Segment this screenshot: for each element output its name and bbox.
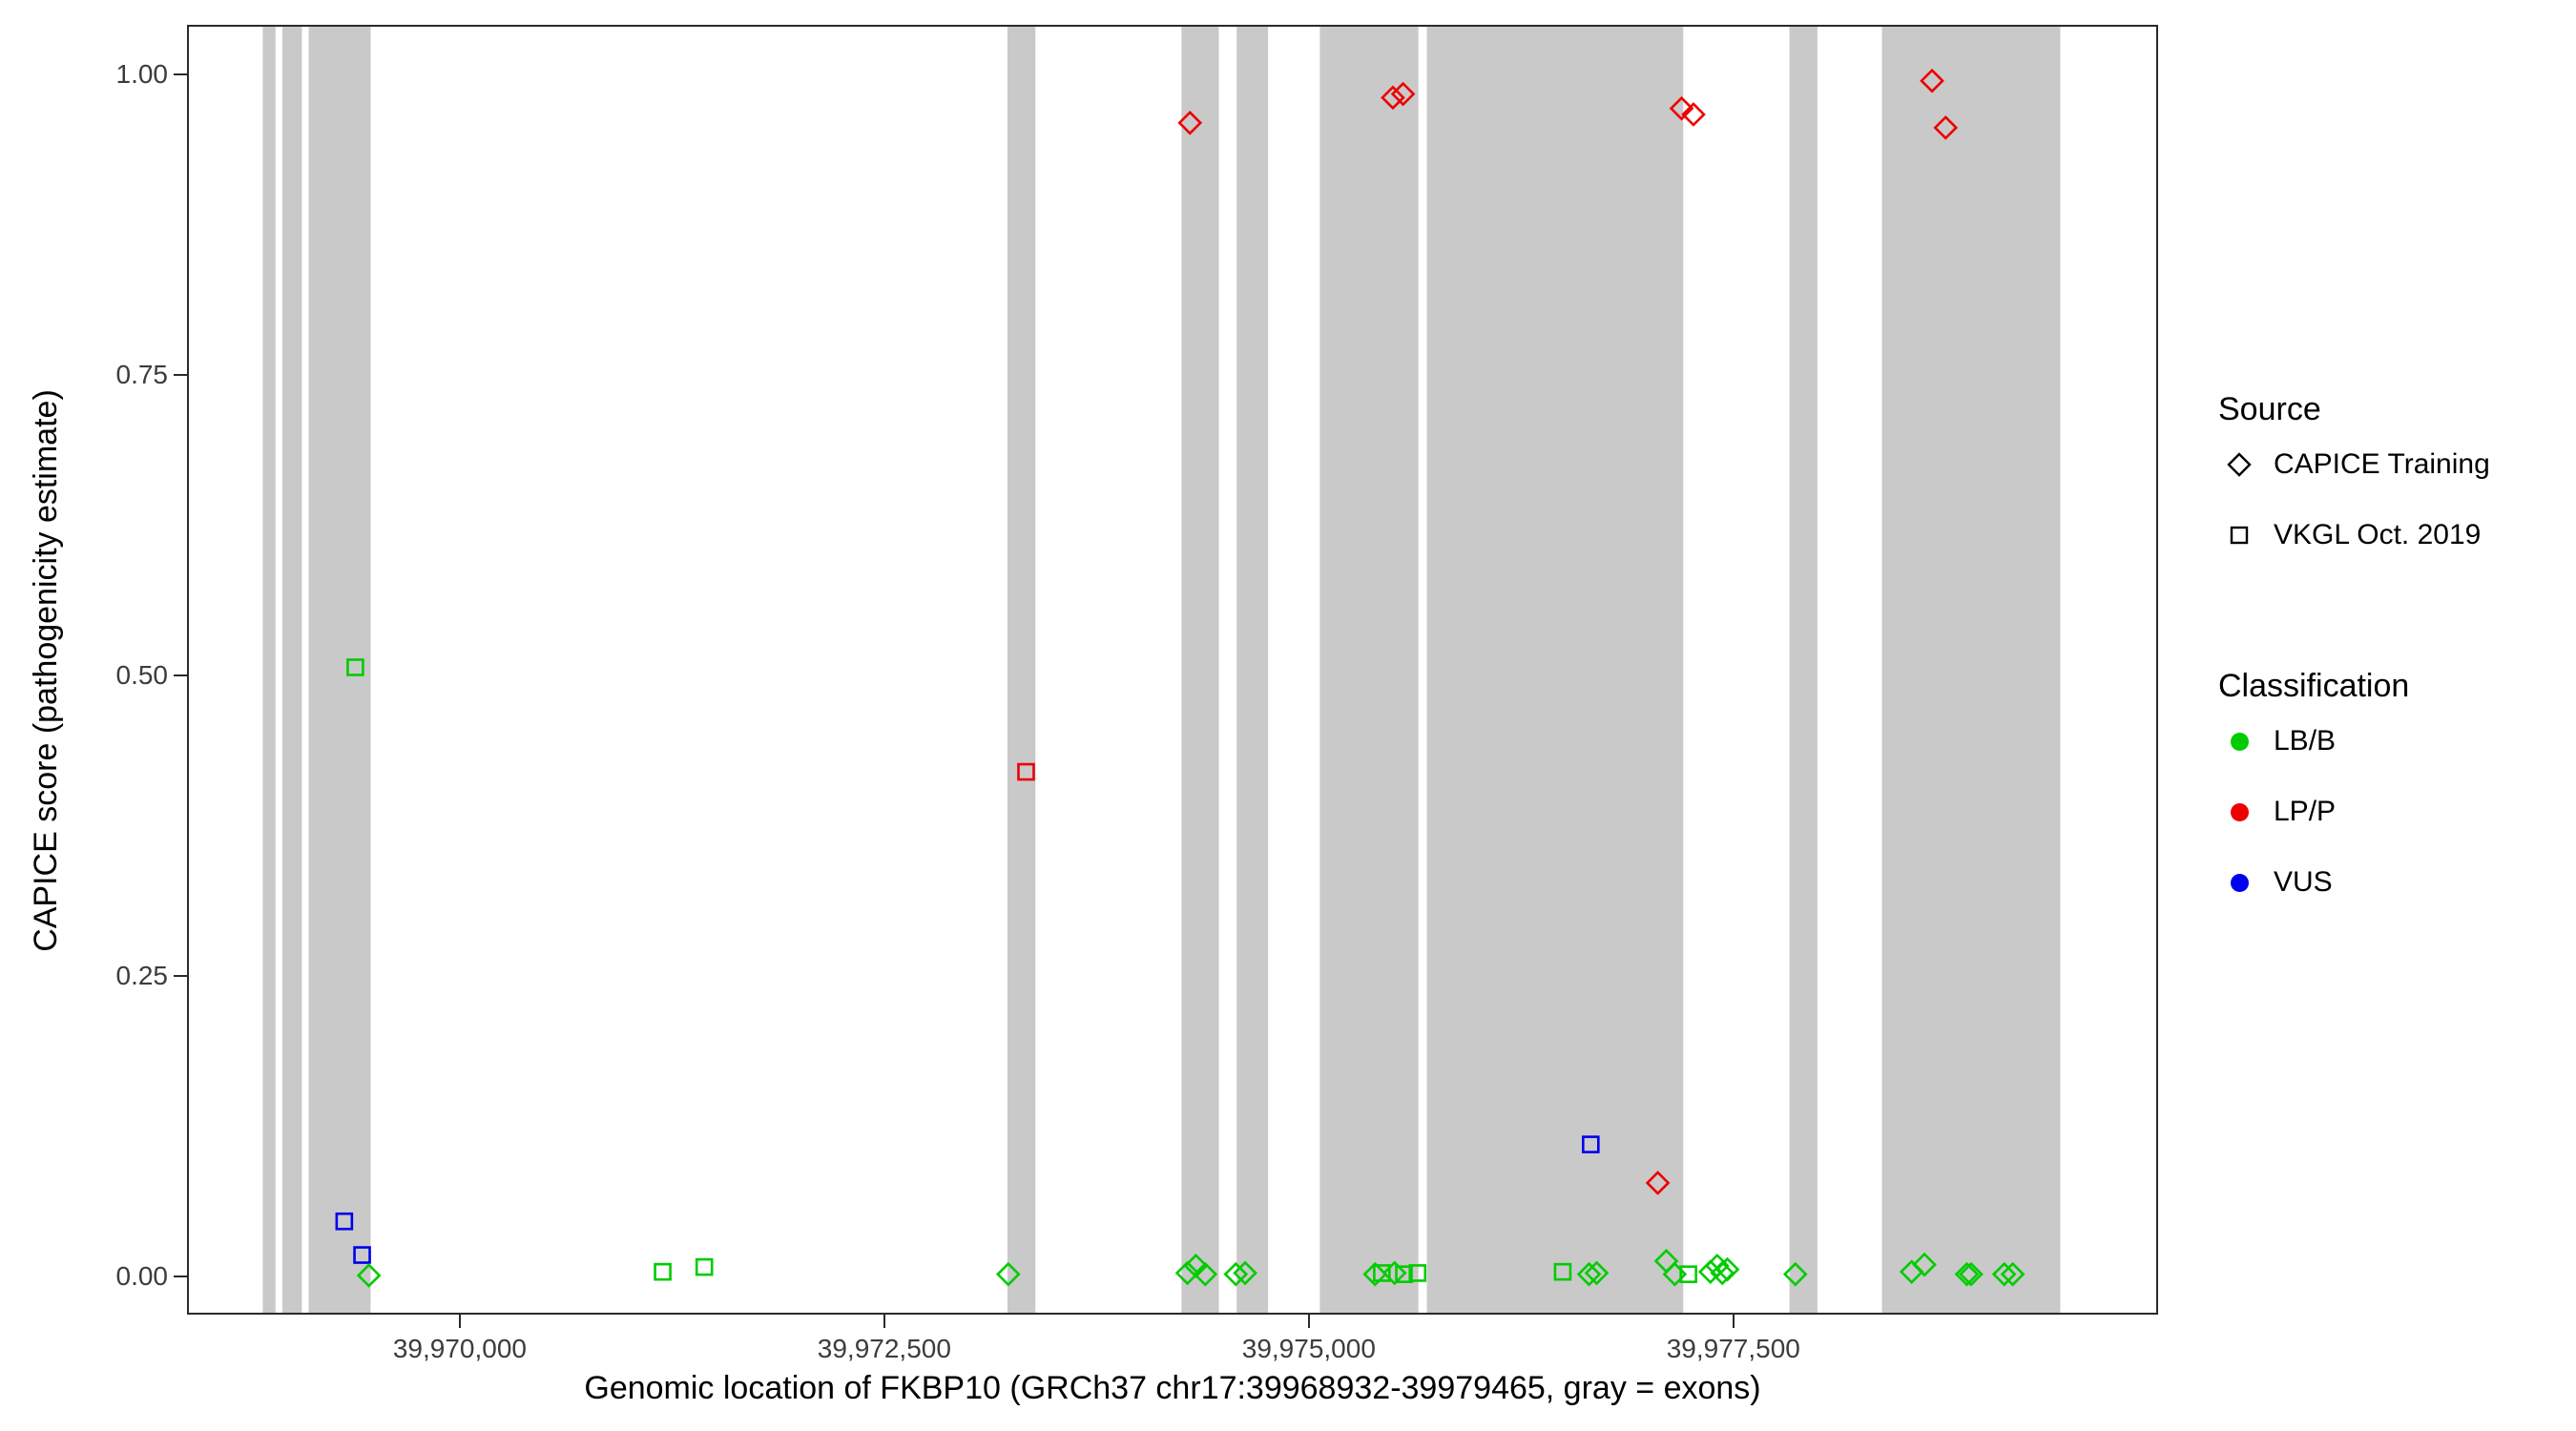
red-dot-icon (2218, 791, 2260, 833)
legend-item-vus: VUS (2218, 847, 2571, 918)
x-tick-label: 39,970,000 (392, 1334, 527, 1363)
exon-band (1007, 27, 1036, 1313)
data-point-diamond (1782, 1261, 1808, 1287)
data-point-diamond (1174, 1260, 1200, 1286)
data-point-diamond (995, 1261, 1021, 1287)
data-point-diamond (1584, 1260, 1610, 1286)
data-point-square (1395, 1265, 1413, 1283)
legend-item-label: VKGL Oct. 2019 (2274, 519, 2482, 550)
green-dot-icon (2218, 720, 2260, 762)
y-tick-mark (174, 975, 187, 978)
data-point-square (1679, 1265, 1697, 1283)
exon-band (1426, 27, 1684, 1313)
legend-source-title: Source (2218, 391, 2321, 427)
data-point-diamond (1362, 1261, 1388, 1287)
x-tick-label: 39,977,500 (1666, 1334, 1800, 1363)
y-tick-label: 0.00 (115, 1261, 169, 1292)
legend-item-vkgl: VKGL Oct. 2019 (2218, 500, 2571, 570)
legend-item-lpp: LP/P (2218, 777, 2571, 847)
data-point-diamond (1954, 1261, 1980, 1287)
exon-band (308, 27, 371, 1313)
plot-panel (187, 25, 2158, 1315)
x-tick-mark (458, 1315, 461, 1328)
data-point-square (1017, 762, 1035, 781)
data-point-diamond (356, 1263, 382, 1288)
data-point-diamond (1714, 1256, 1740, 1282)
x-axis-title: Genomic location of FKBP10 (GRCh37 chr17… (584, 1370, 1761, 1406)
legend-group-source: Source CAPICE Training VKGL Oct. 2019 (2218, 389, 2571, 570)
y-tick-label: 0.25 (115, 961, 169, 991)
data-point-diamond (1381, 85, 1405, 111)
data-point-diamond (1223, 1261, 1249, 1287)
data-point-diamond (1912, 1252, 1937, 1277)
exon-band (1181, 27, 1219, 1313)
data-point-diamond (1959, 1261, 1984, 1287)
x-tick-mark (1307, 1315, 1310, 1328)
diamond-icon (2218, 444, 2260, 486)
legend-classification-title: Classification (2218, 668, 2410, 704)
legend-item-label: VUS (2274, 866, 2333, 898)
y-tick-label: 1.00 (115, 59, 169, 90)
data-point-diamond (1177, 110, 1203, 135)
data-point-square (353, 1246, 371, 1264)
data-point-diamond (1233, 1260, 1257, 1286)
square-icon (2218, 514, 2260, 556)
exon-band (1789, 27, 1818, 1313)
data-point-diamond (1645, 1171, 1671, 1195)
data-point-square (346, 658, 364, 676)
data-point-diamond (1991, 1261, 2017, 1287)
data-point-diamond (1920, 68, 1944, 93)
legend: Source CAPICE Training VKGL Oct. 2019 Cl… (2218, 389, 2571, 918)
data-point-square (1553, 1262, 1572, 1281)
x-tick-label: 39,975,000 (1241, 1334, 1376, 1363)
x-tick-label: 39,972,500 (817, 1334, 951, 1363)
data-point-diamond (1576, 1261, 1602, 1287)
exon-band (1319, 27, 1419, 1313)
exon-band (1881, 27, 2061, 1313)
y-tick-label: 0.75 (115, 360, 169, 390)
x-tick-mark (1732, 1315, 1735, 1328)
data-point-diamond (1933, 114, 1959, 140)
legend-group-classification: Classification LB/B LP/P VUS (2218, 666, 2571, 918)
data-point-square (1373, 1264, 1391, 1282)
data-point-diamond (2000, 1261, 2025, 1287)
y-tick-label: 0.50 (115, 660, 169, 691)
exon-band (262, 27, 276, 1313)
data-point-square (1408, 1264, 1427, 1282)
exon-band (281, 27, 302, 1313)
y-tick-mark (174, 1275, 187, 1278)
blue-dot-icon (2218, 861, 2260, 903)
data-point-square (654, 1262, 672, 1281)
data-point-square (1581, 1135, 1600, 1153)
y-tick-mark (174, 73, 187, 76)
y-tick-mark (174, 374, 187, 377)
x-tick-mark (883, 1315, 885, 1328)
legend-item-label: CAPICE Training (2274, 448, 2490, 480)
data-point-diamond (1669, 95, 1694, 121)
data-point-square (335, 1212, 354, 1231)
legend-item-label: LB/B (2274, 725, 2337, 757)
data-point-diamond (1681, 102, 1706, 127)
legend-item-label: LP/P (2274, 796, 2337, 827)
data-point-diamond (1381, 1260, 1407, 1286)
data-point-square (695, 1257, 714, 1276)
y-tick-mark (174, 674, 187, 677)
data-point-diamond (1193, 1261, 1218, 1287)
exon-band (1236, 27, 1269, 1313)
plot-canvas (262, 27, 2061, 1313)
legend-item-capice-training: CAPICE Training (2218, 429, 2571, 500)
legend-item-lbb: LB/B (2218, 706, 2571, 777)
data-point-diamond (1390, 81, 1416, 107)
